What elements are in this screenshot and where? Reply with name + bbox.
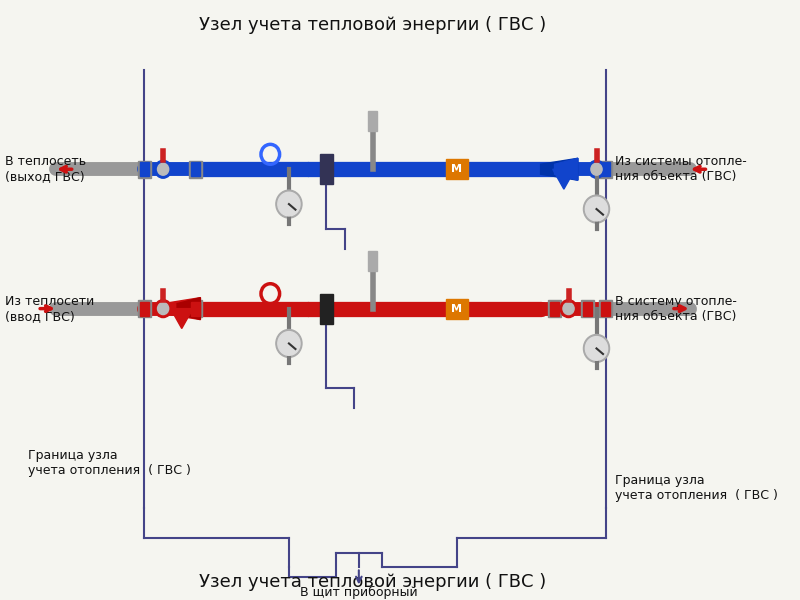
Bar	[548, 300, 561, 317]
Text: Узел учета тепловой энергии ( ГВС ): Узел учета тепловой энергии ( ГВС )	[199, 574, 546, 592]
Circle shape	[278, 192, 300, 216]
Circle shape	[591, 163, 602, 175]
Bar	[601, 162, 610, 176]
Bar	[140, 302, 149, 316]
Bar	[601, 302, 610, 316]
Circle shape	[560, 299, 577, 317]
Bar	[581, 300, 594, 317]
Polygon shape	[170, 308, 193, 329]
Bar	[140, 162, 149, 176]
Bar	[191, 162, 200, 176]
Circle shape	[158, 302, 169, 314]
Circle shape	[154, 299, 171, 317]
Bar	[599, 300, 612, 317]
Text: M: M	[451, 304, 462, 314]
Bar	[599, 161, 612, 178]
Bar	[368, 112, 378, 131]
Text: В систему отопле-
ния объекта (ГВС): В систему отопле- ния объекта (ГВС)	[615, 295, 737, 323]
Circle shape	[588, 160, 605, 178]
Polygon shape	[163, 298, 200, 320]
Text: M: M	[451, 164, 462, 174]
Bar	[138, 300, 151, 317]
Polygon shape	[553, 169, 575, 189]
Circle shape	[586, 197, 607, 221]
Circle shape	[276, 190, 302, 218]
Bar	[320, 293, 333, 323]
Text: Граница узла
учета отопления  ( ГВС ): Граница узла учета отопления ( ГВС )	[28, 449, 191, 477]
Bar	[191, 302, 200, 316]
Text: Из системы отопле-
ния объекта (ГВС): Из системы отопле- ния объекта (ГВС)	[615, 155, 747, 183]
Text: В теплосеть
(выход ГВС): В теплосеть (выход ГВС)	[5, 155, 86, 183]
Bar	[190, 161, 202, 178]
Circle shape	[563, 302, 574, 314]
Circle shape	[158, 163, 169, 175]
Circle shape	[278, 332, 300, 355]
Text: В щит приборный: В щит приборный	[300, 586, 418, 599]
Circle shape	[154, 160, 171, 178]
Bar	[446, 159, 468, 179]
Polygon shape	[554, 158, 578, 180]
Text: Из теплосети
(ввод ГВС): Из теплосети (ввод ГВС)	[5, 295, 94, 323]
Bar	[190, 300, 202, 317]
Text: Узел учета тепловой энергии ( ГВС ): Узел учета тепловой энергии ( ГВС )	[199, 16, 546, 34]
Circle shape	[583, 334, 610, 362]
Polygon shape	[177, 298, 200, 320]
Circle shape	[583, 195, 610, 223]
Bar	[368, 251, 378, 271]
Polygon shape	[541, 158, 578, 180]
Bar	[138, 161, 151, 178]
Text: Граница узла
учета отопления  ( ГВС ): Граница узла учета отопления ( ГВС )	[615, 474, 778, 502]
Bar	[550, 302, 559, 316]
Bar	[320, 154, 333, 184]
Circle shape	[586, 337, 607, 360]
Bar	[582, 302, 592, 316]
Bar	[446, 299, 468, 319]
Circle shape	[276, 329, 302, 358]
